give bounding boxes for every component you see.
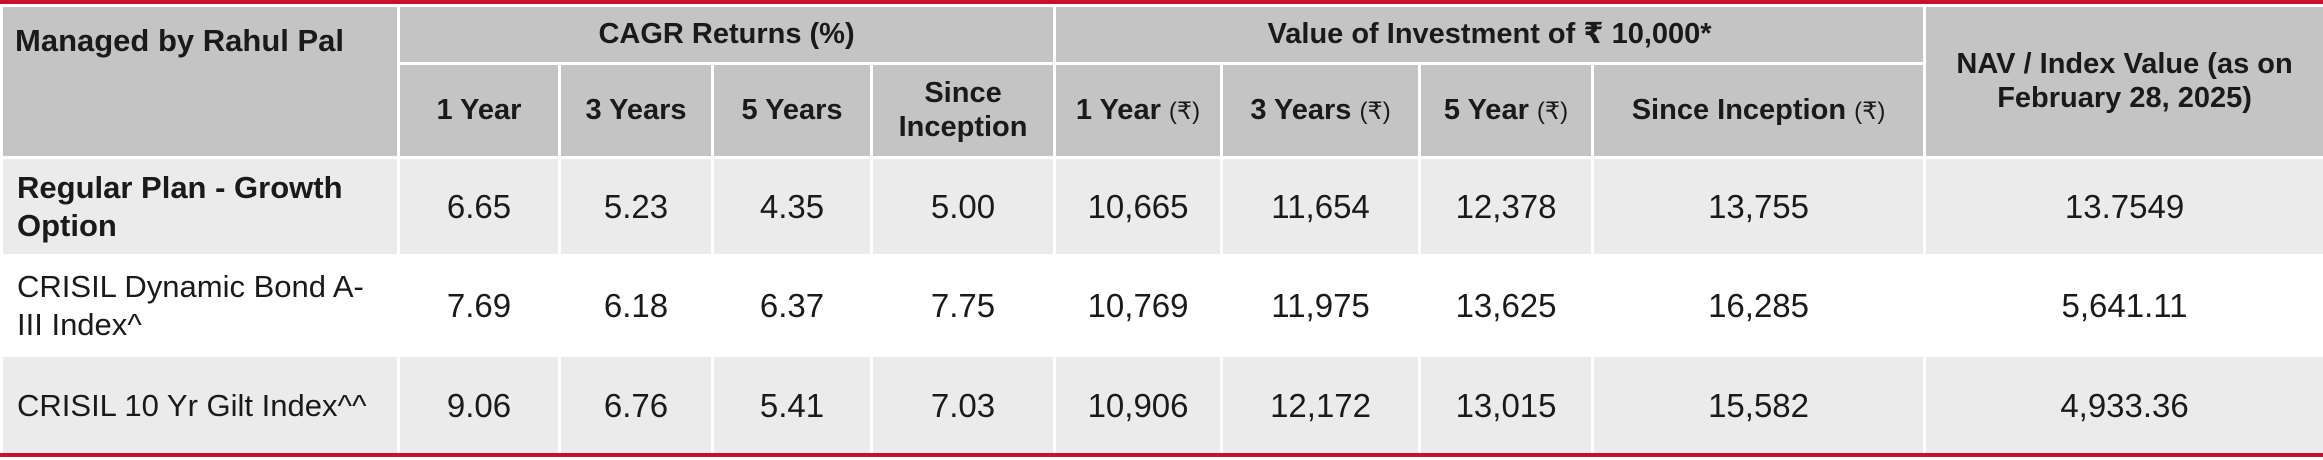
value-cell: 13,015: [1418, 354, 1595, 457]
value-cell: 11,975: [1220, 254, 1422, 357]
row-label: CRISIL Dynamic Bond A-III Index^: [0, 254, 400, 357]
row-label: Regular Plan - Growth Option: [0, 156, 400, 257]
table-row: CRISIL 10 Yr Gilt Index^^ 9.06 6.76 5.41…: [0, 354, 2323, 457]
cagr-cell: 4.35: [711, 156, 873, 257]
cagr-cell: 7.03: [869, 354, 1057, 457]
cagr-cell: 5.00: [869, 156, 1057, 257]
table-row: Regular Plan - Growth Option 6.65 5.23 4…: [0, 156, 2323, 257]
value-cell: 13,755: [1591, 156, 1927, 257]
value-cell: 12,172: [1220, 354, 1422, 457]
cagr-cell: 6.65: [397, 156, 561, 257]
value-group-header: Value of Investment of ₹ 10,000*: [1053, 4, 1927, 65]
cagr-cell: 6.37: [711, 254, 873, 357]
cagr-col-3y: 3 Years: [558, 62, 714, 159]
cagr-col-5y: 5 Years: [711, 62, 873, 159]
nav-cell: 4,933.36: [1923, 354, 2323, 457]
top-accent-line: [0, 0, 2323, 4]
cagr-cell: 7.75: [869, 254, 1057, 357]
corner-header: Managed by Rahul Pal: [0, 4, 400, 159]
value-cell: 11,654: [1220, 156, 1422, 257]
value-col-si-label: Since Inception: [1631, 93, 1847, 126]
cagr-cell: 6.18: [558, 254, 714, 357]
value-col-1y: 1 Year (₹): [1053, 62, 1224, 159]
cagr-group-header: CAGR Returns (%): [396, 4, 1057, 65]
rupee-unit: (₹): [1536, 97, 1569, 125]
value-cell: 16,285: [1591, 254, 1927, 357]
cagr-col-si: Since Inception: [869, 62, 1057, 159]
cagr-cell: 5.23: [558, 156, 714, 257]
cagr-cell: 7.69: [397, 254, 561, 357]
value-cell: 12,378: [1418, 156, 1595, 257]
value-col-3y-label: 3 Years: [1250, 93, 1352, 126]
row-label: CRISIL 10 Yr Gilt Index^^: [0, 354, 400, 457]
value-cell: 13,625: [1418, 254, 1595, 357]
value-cell: 15,582: [1591, 354, 1927, 457]
value-cell: 10,665: [1053, 156, 1224, 257]
performance-table: Managed by Rahul Pal CAGR Returns (%) Va…: [0, 4, 2323, 457]
value-col-3y: 3 Years (₹): [1220, 62, 1422, 159]
nav-header: NAV / Index Value (as on February 28, 20…: [1923, 4, 2323, 159]
value-cell: 10,906: [1053, 354, 1224, 457]
rupee-unit: (₹): [1359, 97, 1391, 125]
value-col-5y: 5 Year (₹): [1418, 62, 1595, 159]
value-cell: 10,769: [1053, 254, 1224, 357]
cagr-col-1y: 1 Year: [397, 62, 561, 159]
header-row-groups: Managed by Rahul Pal CAGR Returns (%) Va…: [0, 4, 2323, 159]
table-row: CRISIL Dynamic Bond A-III Index^ 7.69 6.…: [0, 254, 2323, 357]
rupee-unit: (₹): [1168, 97, 1201, 125]
nav-cell: 13.7549: [1923, 156, 2323, 257]
cagr-cell: 9.06: [397, 354, 561, 457]
cagr-cell: 5.41: [711, 354, 873, 457]
value-col-si: Since Inception (₹): [1591, 62, 1927, 159]
bottom-accent-line: [0, 453, 2323, 457]
header-row-columns: 1 Year 3 Years 5 Years Since Inception 1…: [2, 62, 2323, 159]
nav-cell: 5,641.11: [1923, 254, 2323, 357]
rupee-unit: (₹): [1854, 97, 1886, 125]
value-col-5y-label: 5 Year: [1443, 93, 1529, 126]
cagr-cell: 6.76: [558, 354, 714, 457]
value-col-1y-label: 1 Year: [1075, 93, 1161, 126]
